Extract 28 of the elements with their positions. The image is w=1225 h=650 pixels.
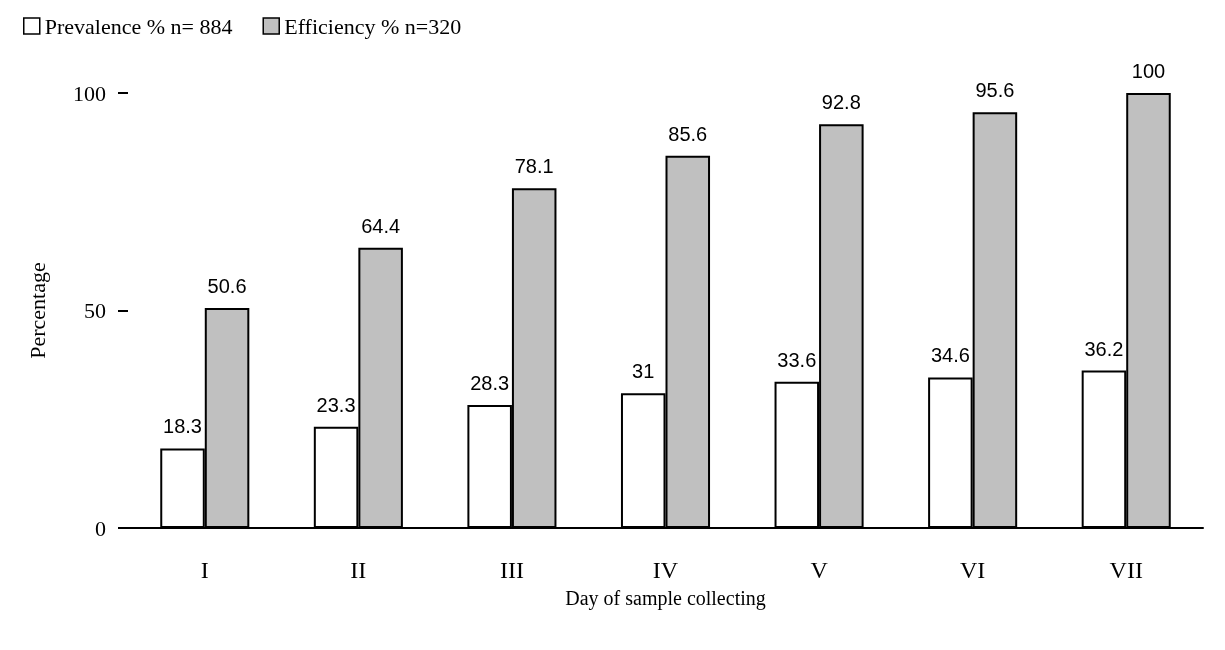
x-tick-label: VI xyxy=(959,557,986,583)
data-label: 95.6 xyxy=(975,79,1015,102)
data-label: 92.8 xyxy=(821,91,861,114)
x-tick-label: V xyxy=(810,557,829,583)
data-label: 78.1 xyxy=(514,155,554,178)
y-tick-label: 50 xyxy=(84,298,106,323)
x-tick-label: I xyxy=(200,557,209,583)
data-label: 64.4 xyxy=(361,214,401,237)
data-label: 36.2 xyxy=(1084,337,1124,360)
data-label: 28.3 xyxy=(470,371,510,394)
data-label: 23.3 xyxy=(316,393,356,416)
x-axis-title: Day of sample collecting xyxy=(565,587,766,610)
data-label: 50.6 xyxy=(207,274,247,297)
x-tick-label: III xyxy=(499,557,524,583)
data-label: 33.6 xyxy=(777,348,817,371)
y-tick-label: 100 xyxy=(73,80,106,106)
data-label: 31 xyxy=(632,360,655,383)
legend-label: Prevalence % n= 884 xyxy=(44,13,233,39)
data-label: 18.3 xyxy=(163,415,202,438)
data-label: 100 xyxy=(1131,60,1166,82)
y-tick-label: 0 xyxy=(95,515,106,541)
data-label: 85.6 xyxy=(668,122,708,145)
x-tick-label: VII xyxy=(1109,557,1143,583)
x-tick-label: II xyxy=(350,557,367,583)
x-tick-label: IV xyxy=(652,557,679,583)
legend-label: Efficiency % n=320 xyxy=(284,13,462,39)
data-label: 34.6 xyxy=(930,344,970,367)
y-axis-title: Percentage xyxy=(24,262,50,359)
